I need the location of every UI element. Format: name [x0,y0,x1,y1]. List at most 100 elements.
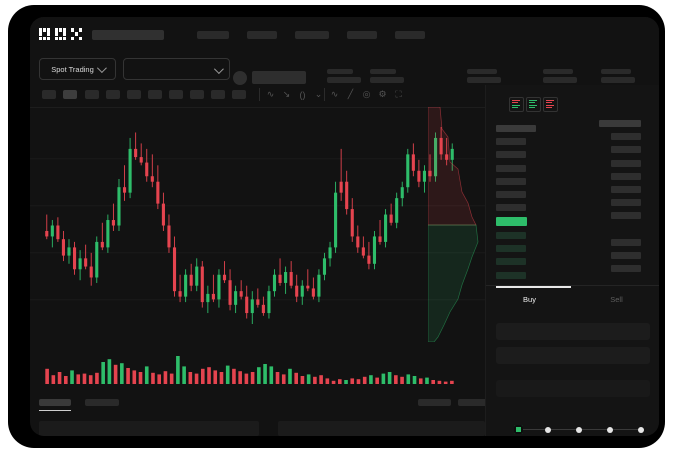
orderbook-size-row [611,265,641,273]
orderbook-panel: Buy Sell [485,85,659,436]
orderbook-ask-row[interactable] [496,191,526,198]
orderbook-mode-asks-icon[interactable] [543,97,558,112]
toolbar-divider [324,88,325,101]
bottom-tab-positions[interactable] [85,399,119,406]
stat-value-4 [543,77,577,83]
depth-area-svg [428,107,479,342]
orderbook-size-row [611,172,641,180]
chart-toolbar: ∿ ↘ () ⌄ ∿ ╱ ◎ ⚙ ⛶ [30,85,659,108]
timeframe-button-7[interactable] [169,90,183,99]
stat-value-3 [467,77,501,83]
pair-name-placeholder [252,71,306,84]
nav-item-1[interactable] [197,31,229,39]
stat-label-5 [601,69,631,74]
orderbook-size-row [611,159,641,167]
camera-icon[interactable]: ◎ [362,89,371,99]
slider-handle[interactable] [514,425,523,434]
bottom-panel-right[interactable] [278,421,485,436]
chevron-down-icon[interactable]: ⌄ [314,89,323,99]
bottom-right-tab-2[interactable] [458,399,491,406]
orderbook-size-row [611,252,641,259]
mode-glyph [546,99,554,109]
nav-item-3[interactable] [295,31,329,39]
mode-glyph [512,99,520,109]
order-type-field[interactable] [496,323,650,340]
timeframe-button-8[interactable] [190,90,204,99]
chevron-down-icon [213,64,224,75]
slider-step-3[interactable] [607,426,613,433]
orderbook-bid-row[interactable] [496,258,526,266]
volume-chart [30,342,485,392]
orderbook-size-row [611,133,641,141]
orderbook-size-row [611,146,641,154]
price-chart[interactable] [30,107,485,342]
orderbook-size-row [611,186,641,193]
orderbook-mode-bids-icon[interactable] [526,97,541,112]
orderbook-ask-row[interactable] [496,177,526,185]
chevron-down-icon [96,62,107,73]
orderbook-size-row [599,120,641,127]
orderbook-mode-both-icon[interactable] [509,97,524,112]
settings-icon[interactable]: ⚙ [378,89,387,99]
orderbook-ask-row[interactable] [496,151,526,159]
market-mode-label: Spot Trading [51,64,94,74]
toolbar-divider [259,88,260,101]
tab-sell[interactable]: Sell [610,295,623,304]
bottom-tab-orders[interactable] [39,399,71,406]
timeframe-button-10[interactable] [232,90,246,99]
amount-slider[interactable] [514,425,644,434]
indicator-icon[interactable]: ∿ [266,89,275,99]
timeframe-button-4[interactable] [106,90,120,99]
orderbook-selected-price[interactable] [496,217,527,227]
orderbook-size-row [611,199,641,207]
active-tab-underline [39,410,71,412]
trend-line-icon[interactable]: ↘ [282,89,291,99]
order-form-tabs: Buy Sell [486,285,659,316]
slider-step-4[interactable] [638,426,644,433]
price-field[interactable] [496,347,650,364]
bottom-tab-bar [30,397,491,419]
orderbook-ask-row[interactable] [496,125,536,132]
orderbook-size-row [611,212,641,220]
amount-field[interactable] [496,380,650,397]
timeframe-button-2[interactable] [63,90,77,99]
orderbook-size-row [611,238,641,246]
okx-logo[interactable] [39,28,83,41]
timeframe-button-9[interactable] [211,90,225,99]
tab-buy[interactable]: Buy [523,295,536,304]
global-search-input[interactable] [92,30,164,40]
orderbook-bid-row[interactable] [496,271,526,279]
timeframe-button-6[interactable] [148,90,162,99]
orderbook-ask-row[interactable] [496,204,526,212]
bottom-right-tab-1[interactable] [418,399,451,406]
timeframe-button-1[interactable] [42,90,56,99]
market-mode-button[interactable]: Spot Trading [39,58,116,80]
wave-icon[interactable]: ∿ [330,89,339,99]
nav-item-2[interactable] [247,31,277,39]
nav-item-4[interactable] [347,31,377,39]
slider-step-1[interactable] [545,426,551,433]
fullscreen-icon[interactable]: ⛶ [395,89,402,99]
stat-value-5 [601,77,635,83]
bottom-panel-left[interactable] [39,421,259,436]
stat-label-4 [543,69,573,74]
orderbook-bid-row[interactable] [496,245,526,253]
timeframe-button-3[interactable] [85,90,99,99]
mode-glyph [529,99,537,109]
stat-value-2 [370,77,404,83]
stat-label-3 [467,69,497,74]
slider-step-2[interactable] [576,426,582,433]
stat-label-2 [370,69,396,74]
market-depth-overlay [428,107,485,342]
nav-item-5[interactable] [395,31,425,39]
orderbook-ask-row[interactable] [496,164,526,172]
orderbook-ask-row[interactable] [496,138,526,146]
magnet-icon[interactable]: ╱ [347,89,354,99]
compare-icon[interactable]: () [299,89,306,100]
bottom-panels [30,421,485,436]
volume-bars-svg [45,356,454,384]
trading-pair-select[interactable] [123,58,230,80]
orderbook-bid-row[interactable] [496,231,526,239]
timeframe-button-5[interactable] [127,90,141,99]
device-frame: Spot Trading ∿ ↘ () ⌄ ∿ ╱ ◎ ⚙ ⛶ Buy [8,5,665,448]
